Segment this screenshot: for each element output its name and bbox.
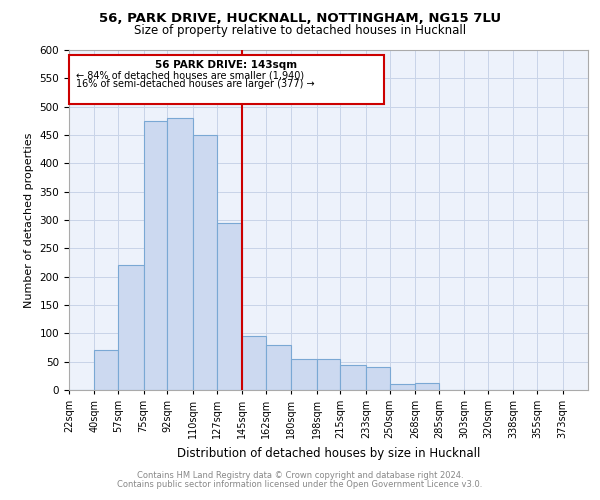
Bar xyxy=(193,135,217,390)
Bar xyxy=(217,223,242,390)
Bar xyxy=(167,118,193,390)
Text: 56, PARK DRIVE, HUCKNALL, NOTTINGHAM, NG15 7LU: 56, PARK DRIVE, HUCKNALL, NOTTINGHAM, NG… xyxy=(99,12,501,26)
Bar xyxy=(317,359,340,390)
Bar xyxy=(366,368,389,390)
Text: Contains HM Land Registry data © Crown copyright and database right 2024.: Contains HM Land Registry data © Crown c… xyxy=(137,471,463,480)
Bar xyxy=(242,336,266,390)
Text: 56 PARK DRIVE: 143sqm: 56 PARK DRIVE: 143sqm xyxy=(155,60,298,70)
Bar xyxy=(415,383,439,390)
Text: ← 84% of detached houses are smaller (1,940): ← 84% of detached houses are smaller (1,… xyxy=(76,70,304,81)
Text: 16% of semi-detached houses are larger (377) →: 16% of semi-detached houses are larger (… xyxy=(76,80,314,90)
X-axis label: Distribution of detached houses by size in Hucknall: Distribution of detached houses by size … xyxy=(177,446,480,460)
Text: Contains public sector information licensed under the Open Government Licence v3: Contains public sector information licen… xyxy=(118,480,482,489)
FancyBboxPatch shape xyxy=(69,54,384,104)
Bar xyxy=(291,359,317,390)
Bar xyxy=(143,121,167,390)
Bar xyxy=(118,266,143,390)
Bar xyxy=(94,350,118,390)
Text: Size of property relative to detached houses in Hucknall: Size of property relative to detached ho… xyxy=(134,24,466,37)
Bar xyxy=(389,384,415,390)
Y-axis label: Number of detached properties: Number of detached properties xyxy=(24,132,34,308)
Bar xyxy=(340,364,366,390)
Bar xyxy=(266,344,291,390)
